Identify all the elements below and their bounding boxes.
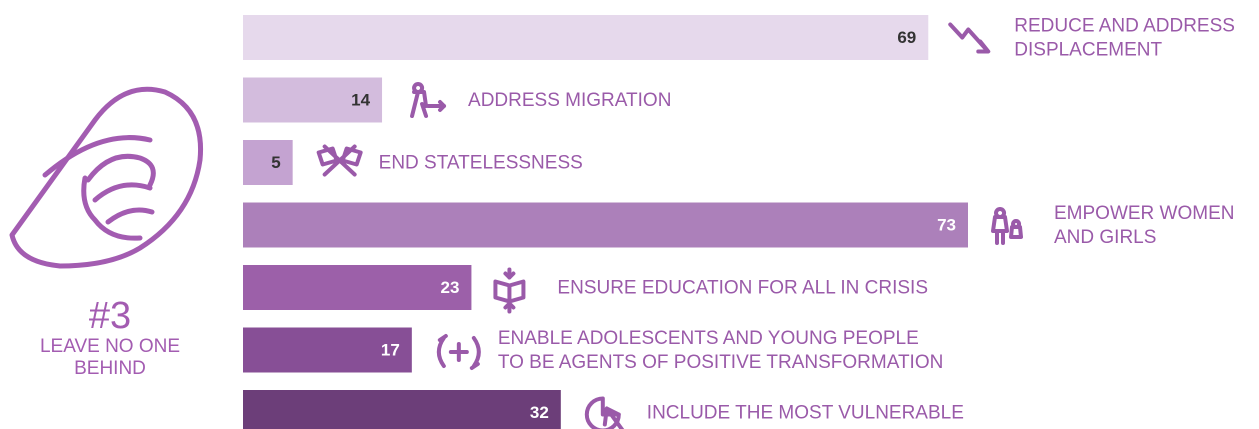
value-label: 14 xyxy=(351,90,370,109)
icon-shape xyxy=(991,207,1023,245)
category-icon xyxy=(436,334,481,370)
category-label: ADDRESS MIGRATION xyxy=(468,90,671,111)
category-label: DISPLACEMENT xyxy=(1014,40,1162,61)
value-label: 17 xyxy=(381,340,400,359)
bar xyxy=(243,265,472,310)
category-label: REDUCE AND ADDRESS xyxy=(1014,16,1235,37)
value-label: 23 xyxy=(441,278,460,297)
category-label: ENSURE EDUCATION FOR ALL IN CRISIS xyxy=(557,278,928,299)
value-label: 69 xyxy=(897,28,916,47)
icon-shape xyxy=(493,267,526,314)
icon-shape xyxy=(948,22,991,54)
category-label: INCLUDE THE MOST VULNERABLE xyxy=(647,403,964,424)
bar xyxy=(243,390,561,429)
side-number: #3 xyxy=(89,295,131,337)
category-label: END STATELESSNESS xyxy=(379,153,583,174)
value-label: 5 xyxy=(271,153,280,172)
category-icon xyxy=(316,144,363,177)
bar xyxy=(243,327,412,373)
category-icon xyxy=(493,267,526,314)
icon-shape xyxy=(410,82,447,118)
bar xyxy=(243,77,383,123)
category-icon xyxy=(584,396,625,429)
icon-shape xyxy=(316,144,363,177)
category-icon xyxy=(991,207,1023,245)
category-label: TO BE AGENTS OF POSITIVE TRANSFORMATION xyxy=(498,352,944,373)
icon-shape xyxy=(436,334,481,370)
value-label: 73 xyxy=(937,215,956,234)
icon-shape xyxy=(584,396,625,429)
category-label: EMPOWER WOMEN xyxy=(1054,203,1235,224)
category-label: ENABLE ADOLESCENTS AND YOUNG PEOPLE xyxy=(498,328,919,349)
bar xyxy=(243,15,929,60)
category-icon xyxy=(948,22,991,54)
value-label: 32 xyxy=(530,403,549,422)
side-label: BEHIND xyxy=(74,358,146,379)
bar xyxy=(243,140,293,185)
hand-illustration xyxy=(9,86,204,269)
bar xyxy=(243,202,968,248)
category-icon xyxy=(410,82,447,118)
category-label: AND GIRLS xyxy=(1054,227,1156,248)
side-label: LEAVE NO ONE xyxy=(40,336,180,357)
